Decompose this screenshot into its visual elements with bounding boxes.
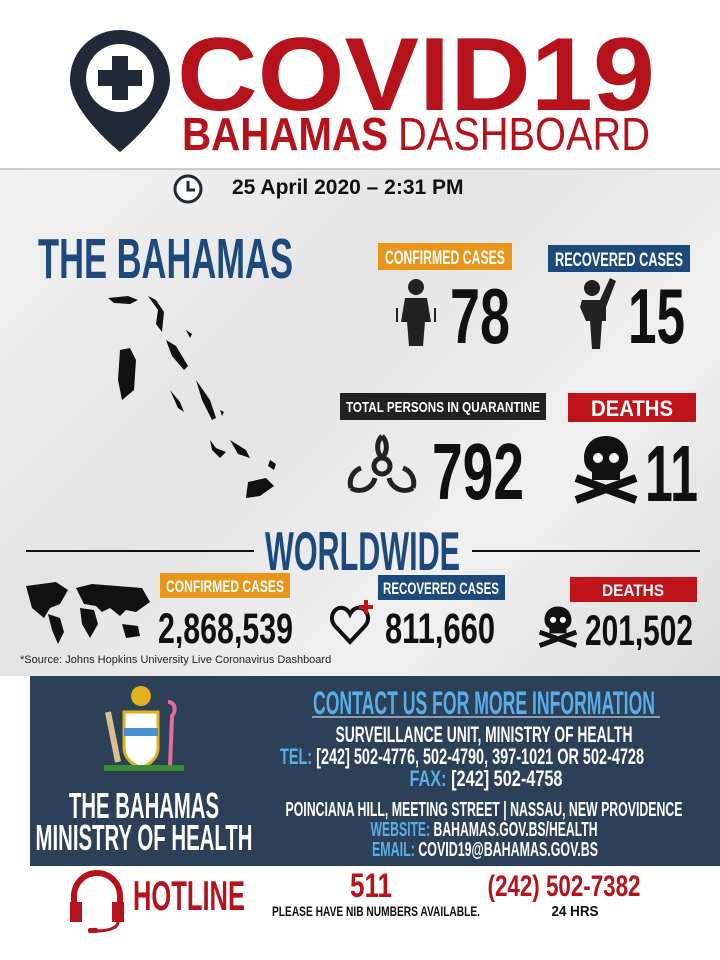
email-link[interactable]: COVID19@BAHAMAS.GOV.BS — [418, 839, 598, 861]
tel-line: TEL: [242] 502-4776, 502-4790, 397-1021 … — [280, 744, 644, 769]
worldwide-rule-right — [472, 550, 700, 552]
coat-of-arms-emblem — [104, 686, 184, 771]
world-deaths-value-wrap: 201,502 — [585, 610, 693, 650]
contact-title-underline — [312, 716, 660, 718]
quarantine-value-wrap: 792 — [432, 436, 524, 502]
bahamas-deaths-badge: DEATHS — [568, 393, 696, 422]
bahamas-confirmed-label: CONFIRMED CASES — [385, 248, 505, 269]
bahamas-recovered-label: RECOVERED CASES — [555, 250, 683, 271]
recovered-person-icon — [580, 278, 616, 349]
hotline-label-wrap: HOTLINE — [133, 874, 245, 914]
contact-title: CONTACT US FOR MORE INFORMATION — [313, 685, 655, 721]
world-confirmed-value-wrap: 2,868,539 — [158, 608, 293, 648]
heart-plus-icon — [330, 600, 373, 645]
hours-note: 24 HRS — [552, 903, 599, 920]
subtitle-wrap: BAHAMAS DASHBOARD — [182, 114, 650, 154]
bahamas-deaths-value: 11 — [645, 436, 698, 504]
nib-note: PLEASE HAVE NIB NUMBERS AVAILABLE. — [272, 903, 480, 919]
worldwide-title-wrap: WORLDWIDE — [265, 526, 460, 574]
hotline-label: HOTLINE — [133, 874, 245, 914]
subtitle-dashboard: DASHBOARD — [398, 114, 650, 154]
address: POINCIANA HILL, MEETING STREET | NASSAU,… — [286, 799, 683, 821]
world-deaths-value: 201,502 — [585, 610, 693, 650]
ministry-name-line2: MINISTRY OF HEALTH — [36, 817, 253, 854]
world-recovered-value-wrap: 811,660 — [385, 608, 495, 648]
world-confirmed-label: CONFIRMED CASES — [166, 577, 284, 596]
bahamas-map — [108, 296, 276, 498]
hotline-phone-block: (242) 502-7382 24 HRS — [488, 870, 641, 920]
bahamas-title-wrap: THE BAHAMAS — [38, 232, 293, 282]
bahamas-confirmed-badge: CONFIRMED CASES — [378, 243, 512, 270]
bahamas-recovered-badge: RECOVERED CASES — [548, 245, 690, 272]
dashboard-title-wrap: COVID19 — [177, 28, 655, 114]
quarantine-badge: TOTAL PERSONS IN QUARANTINE — [340, 393, 546, 420]
clock-icon — [173, 174, 203, 204]
sick-person-icon — [396, 279, 436, 346]
quarantine-label: TOTAL PERSONS IN QUARANTINE — [346, 399, 540, 416]
bahamas-recovered-value-wrap: 15 — [628, 282, 685, 346]
quarantine-value: 792 — [432, 436, 524, 502]
hotline-511[interactable]: 511 — [350, 868, 392, 905]
world-confirmed-badge: CONFIRMED CASES — [160, 573, 290, 598]
skull-crossbones-icon — [574, 436, 638, 504]
hotline-511-block: 511 PLEASE HAVE NIB NUMBERS AVAILABLE. — [272, 868, 480, 919]
world-recovered-label: RECOVERED CASES — [383, 579, 499, 598]
header-divider — [0, 168, 720, 170]
fax-line: FAX: [242] 502-4758 — [410, 766, 563, 791]
bahamas-recovered-value: 15 — [628, 282, 685, 346]
website-link[interactable]: BAHAMAS.GOV.BS/HEALTH — [434, 819, 598, 841]
fax-number: [242] 502-4758 — [451, 766, 562, 791]
headset-icon — [70, 870, 124, 933]
worldwide-title: WORLDWIDE — [265, 526, 460, 574]
tel-numbers[interactable]: [242] 502-4776, 502-4790, 397-1021 OR 50… — [316, 744, 644, 769]
bahamas-deaths-value-wrap: 11 — [645, 436, 698, 504]
world-recovered-value: 811,660 — [385, 608, 495, 648]
email-line: EMAIL: COVID19@BAHAMAS.GOV.BS — [372, 839, 598, 861]
ministry-name-line1: THE BAHAMAS — [69, 786, 219, 826]
world-map — [26, 582, 150, 644]
worldwide-rule-left — [26, 550, 254, 552]
date-time: 25 April 2020 – 2:31 PM — [232, 176, 464, 199]
skull-crossbones-icon — [538, 606, 578, 648]
bahamas-title: THE BAHAMAS — [38, 232, 293, 282]
surveillance-unit: SURVEILLANCE UNIT, MINISTRY OF HEALTH — [336, 722, 633, 747]
bahamas-confirmed-value-wrap: 78 — [450, 282, 510, 346]
hotline-phone[interactable]: (242) 502-7382 — [488, 870, 641, 903]
source-note: *Source: Johns Hopkins University Live C… — [20, 654, 332, 666]
world-recovered-badge: RECOVERED CASES — [378, 575, 505, 600]
ministry-name: THE BAHAMAS MINISTRY OF HEALTH — [36, 786, 253, 854]
world-deaths-badge: DEATHS — [570, 577, 697, 602]
world-confirmed-value: 2,868,539 — [158, 608, 293, 648]
location-pin-plus-icon — [70, 30, 170, 152]
subtitle-bahamas: BAHAMAS — [182, 114, 388, 154]
website-line: WEBSITE: BAHAMAS.GOV.BS/HEALTH — [371, 819, 598, 841]
contact-info: CONTACT US FOR MORE INFORMATION SURVEILL… — [280, 685, 683, 861]
bahamas-confirmed-value: 78 — [450, 282, 510, 346]
dashboard-title: COVID19 — [177, 28, 655, 114]
world-deaths-label: DEATHS — [602, 581, 664, 600]
bahamas-deaths-label: DEATHS — [591, 396, 673, 421]
biohazard-icon — [347, 434, 417, 493]
